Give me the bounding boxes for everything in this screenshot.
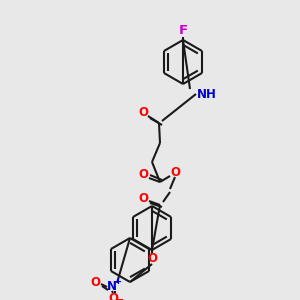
Text: O: O (138, 106, 148, 119)
Text: −: − (116, 295, 124, 300)
Text: O: O (90, 275, 100, 289)
Text: O: O (138, 191, 148, 205)
Text: N: N (107, 280, 117, 293)
Text: O: O (108, 292, 118, 300)
Text: NH: NH (197, 88, 217, 100)
Text: F: F (178, 25, 188, 38)
Text: +: + (115, 278, 122, 286)
Text: O: O (170, 167, 180, 179)
Text: O: O (138, 169, 148, 182)
Text: O: O (147, 253, 157, 266)
